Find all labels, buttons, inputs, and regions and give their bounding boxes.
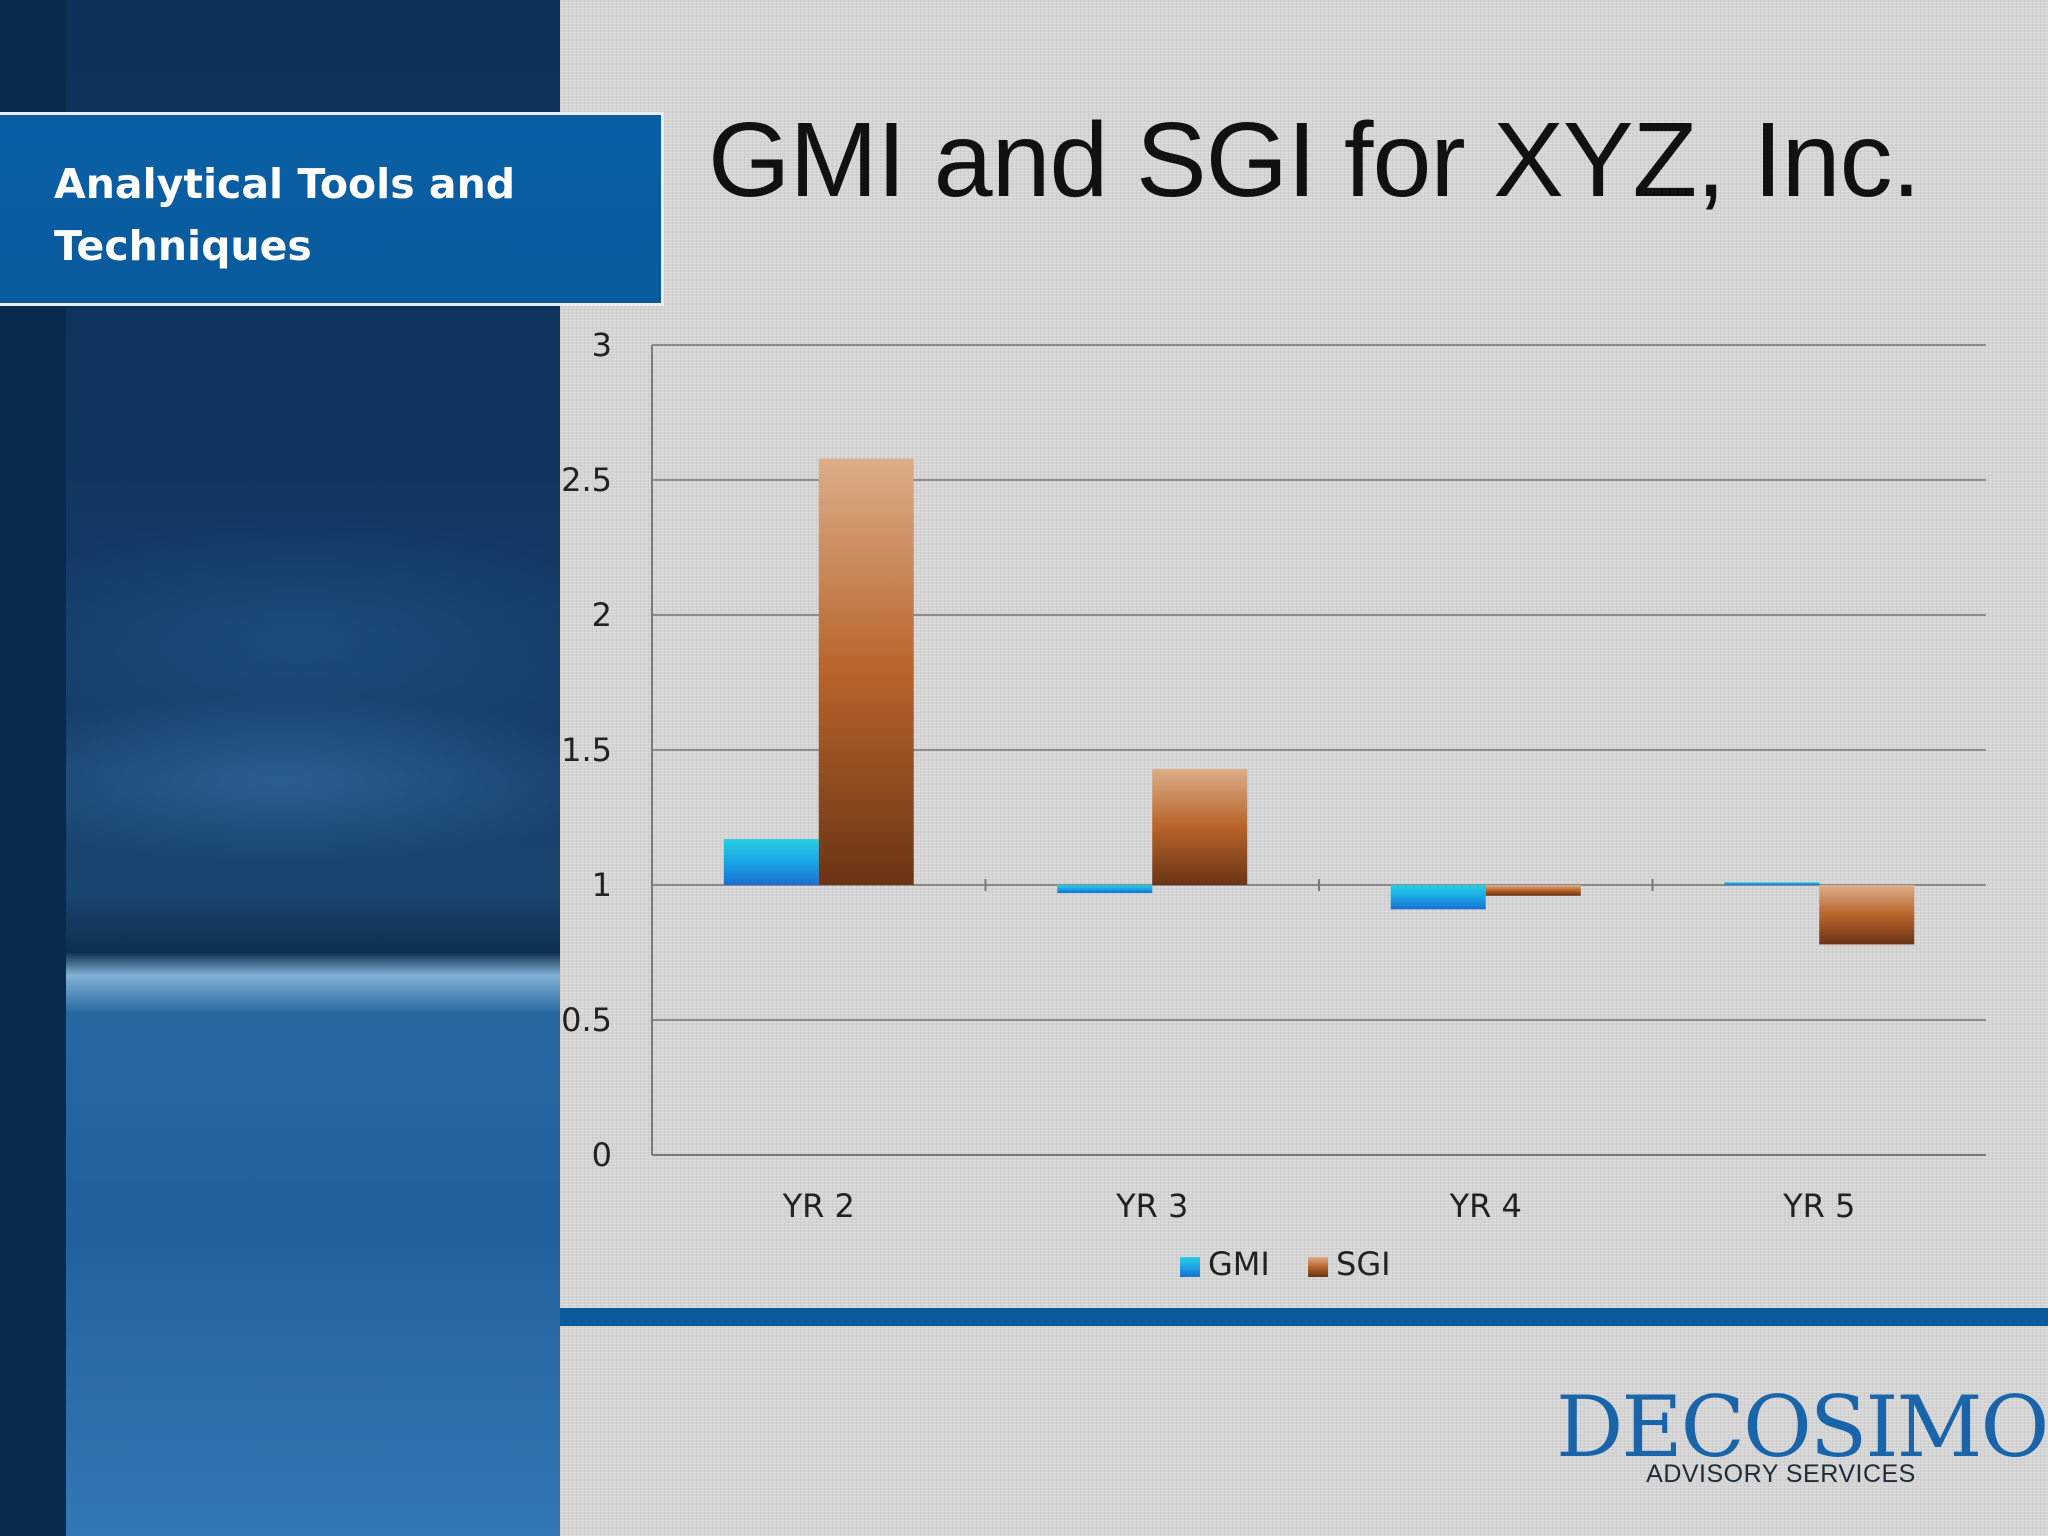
legend-swatch-sgi [1308,1257,1328,1277]
y-tick-label: 2.5 [561,461,612,499]
y-tick-label: 1 [592,866,612,904]
legend: GMI SGI [1180,1245,1391,1283]
x-tick-label: YR 5 [1782,1187,1855,1225]
content-background [560,0,2048,1536]
legend-label-sgi: SGI [1336,1245,1391,1283]
y-tick-label: 0 [592,1136,612,1174]
gmi-bar [1724,882,1820,885]
slide-title: GMI and SGI for XYZ, Inc. [708,101,1921,219]
x-tick-label: YR 3 [1115,1187,1188,1225]
gmi-bar [1390,885,1486,910]
axes [651,345,1986,1156]
sgi-bar [818,458,914,885]
bars [723,458,1915,945]
x-tick-label: YR 4 [1449,1187,1522,1225]
axis-labels: 0 0.5 1 1.5 2 2.5 3 YR 2 YR 3 YR 4 YR 5 [561,326,1855,1225]
section-title: Analytical Tools and Techniques [54,160,516,270]
x-tick-label: YR 2 [782,1187,855,1225]
legend-label-gmi: GMI [1208,1245,1270,1283]
gmi-bar [723,839,819,885]
y-tick-label: 1.5 [561,731,612,769]
sgi-bar [1819,885,1915,945]
bar-chart: 0 0.5 1 1.5 2 2.5 3 YR 2 YR 3 YR 4 YR 5 GMI SGI [561,326,1986,1283]
gmi-bar [1057,885,1153,894]
y-tick-label: 3 [592,326,612,364]
company-tagline: ADVISORY SERVICES [1646,1460,1916,1488]
legend-swatch-gmi [1180,1257,1200,1277]
company-logo: DECOSIMO [1556,1378,2048,1476]
bottom-rule [560,1308,2048,1326]
y-tick-label: 0.5 [561,1001,612,1039]
sgi-bar [1485,885,1581,896]
y-tick-label: 2 [592,596,612,634]
section-banner: Analytical Tools and Techniques [0,112,664,306]
sgi-bar [1152,768,1248,885]
